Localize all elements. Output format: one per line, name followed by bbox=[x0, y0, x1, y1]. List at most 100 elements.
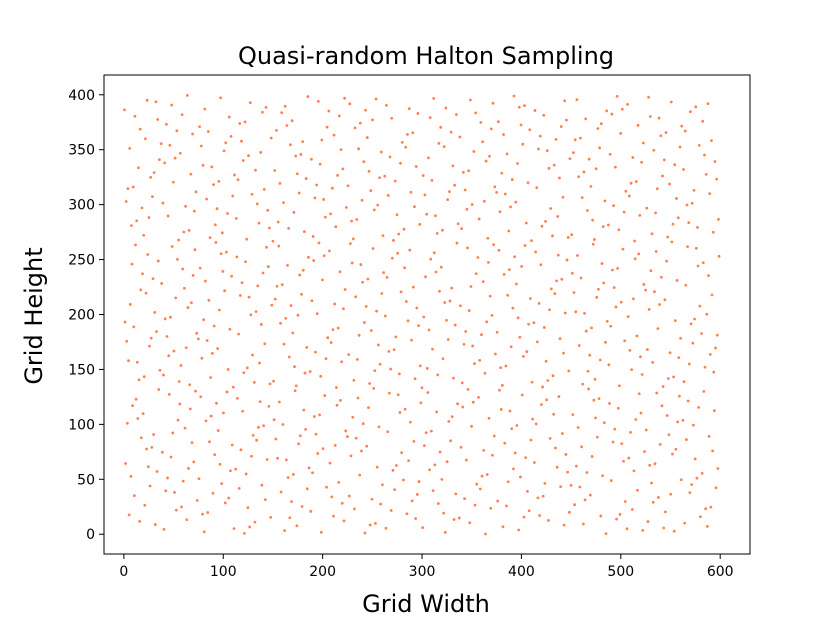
scatter-point bbox=[255, 438, 259, 442]
scatter-point bbox=[332, 514, 335, 518]
scatter-point bbox=[349, 242, 352, 246]
scatter-point bbox=[267, 405, 271, 408]
scatter-point bbox=[313, 196, 317, 200]
scatter-point bbox=[333, 302, 337, 306]
scatter-point bbox=[604, 532, 608, 536]
scatter-point bbox=[342, 519, 346, 523]
scatter-point bbox=[597, 287, 600, 291]
scatter-point bbox=[184, 204, 188, 208]
scatter-point bbox=[199, 395, 203, 399]
scatter-point bbox=[559, 485, 563, 488]
scatter-point bbox=[183, 286, 186, 290]
scatter-point bbox=[451, 164, 455, 168]
scatter-point bbox=[149, 336, 153, 340]
scatter-point bbox=[613, 165, 617, 169]
scatter-point bbox=[488, 294, 492, 298]
scatter-point bbox=[376, 203, 380, 207]
scatter-point bbox=[633, 239, 636, 243]
scatter-point bbox=[399, 161, 402, 165]
scatter-point bbox=[680, 124, 684, 128]
scatter-point bbox=[464, 458, 468, 462]
scatter-point bbox=[325, 485, 328, 489]
scatter-point bbox=[170, 103, 174, 107]
scatter-point bbox=[395, 213, 399, 217]
scatter-point bbox=[179, 364, 183, 367]
scatter-point bbox=[518, 335, 522, 339]
scatter-point bbox=[132, 325, 136, 329]
scatter-point bbox=[638, 213, 642, 217]
scatter-point bbox=[147, 216, 151, 219]
scatter-point bbox=[685, 438, 688, 441]
scatter-point bbox=[370, 497, 374, 501]
scatter-point bbox=[407, 107, 411, 111]
scatter-point bbox=[633, 257, 637, 261]
scatter-point bbox=[438, 289, 441, 293]
scatter-point bbox=[445, 318, 448, 322]
scatter-point bbox=[654, 250, 658, 253]
scatter-point bbox=[542, 326, 546, 329]
scatter-point bbox=[714, 486, 718, 490]
scatter-point bbox=[355, 358, 359, 361]
y-tick-label: 350 bbox=[68, 143, 95, 159]
scatter-point bbox=[146, 465, 150, 469]
scatter-point bbox=[562, 523, 566, 527]
scatter-point bbox=[145, 447, 148, 451]
scatter-point bbox=[363, 531, 367, 535]
scatter-point bbox=[402, 478, 405, 482]
scatter-point bbox=[519, 475, 522, 479]
scatter-point bbox=[151, 195, 154, 199]
scatter-point bbox=[617, 228, 621, 232]
scatter-point bbox=[163, 161, 167, 165]
scatter-point bbox=[123, 108, 126, 112]
scatter-point bbox=[355, 218, 359, 221]
scatter-point bbox=[369, 189, 373, 193]
scatter-point bbox=[673, 163, 677, 167]
scatter-point bbox=[498, 210, 502, 214]
scatter-point bbox=[367, 406, 370, 410]
scatter-point bbox=[223, 289, 227, 293]
scatter-point bbox=[483, 371, 487, 375]
scatter-point bbox=[411, 131, 415, 135]
scatter-point bbox=[217, 308, 221, 312]
scatter-point bbox=[711, 449, 715, 453]
scatter-point bbox=[275, 284, 279, 288]
scatter-point bbox=[664, 510, 667, 514]
scatter-point bbox=[579, 136, 582, 140]
scatter-point bbox=[185, 518, 189, 522]
scatter-point bbox=[434, 214, 437, 218]
scatter-point bbox=[503, 192, 507, 196]
scatter-point bbox=[455, 241, 459, 245]
scatter-point bbox=[316, 452, 320, 455]
scatter-point bbox=[688, 491, 692, 495]
scatter-point bbox=[187, 229, 191, 232]
scatter-point bbox=[281, 423, 285, 426]
scatter-point bbox=[552, 412, 556, 416]
scatter-point bbox=[250, 454, 253, 458]
scatter-point bbox=[272, 418, 276, 422]
scatter-point bbox=[385, 276, 389, 279]
scatter-point bbox=[646, 520, 650, 523]
scatter-point bbox=[636, 123, 640, 127]
scatter-point bbox=[713, 160, 717, 163]
scatter-point bbox=[371, 118, 374, 122]
scatter-point bbox=[696, 264, 700, 268]
scatter-point bbox=[508, 409, 512, 413]
scatter-point bbox=[226, 212, 229, 215]
scatter-point bbox=[425, 367, 429, 370]
scatter-point bbox=[701, 119, 705, 123]
scatter-point bbox=[429, 429, 433, 433]
scatter-point bbox=[439, 125, 443, 129]
x-tick-label: 500 bbox=[607, 564, 634, 580]
scatter-point bbox=[264, 106, 268, 109]
scatter-point bbox=[323, 215, 327, 219]
scatter-point bbox=[364, 108, 367, 112]
scatter-point bbox=[580, 445, 583, 449]
scatter-point bbox=[509, 345, 513, 349]
scatter-point bbox=[131, 404, 135, 408]
scatter-point bbox=[210, 351, 214, 355]
scatter-point bbox=[670, 240, 674, 244]
scatter-point bbox=[487, 260, 490, 264]
scatter-point bbox=[601, 474, 604, 478]
scatter-point bbox=[717, 217, 720, 221]
scatter-point bbox=[186, 306, 190, 309]
